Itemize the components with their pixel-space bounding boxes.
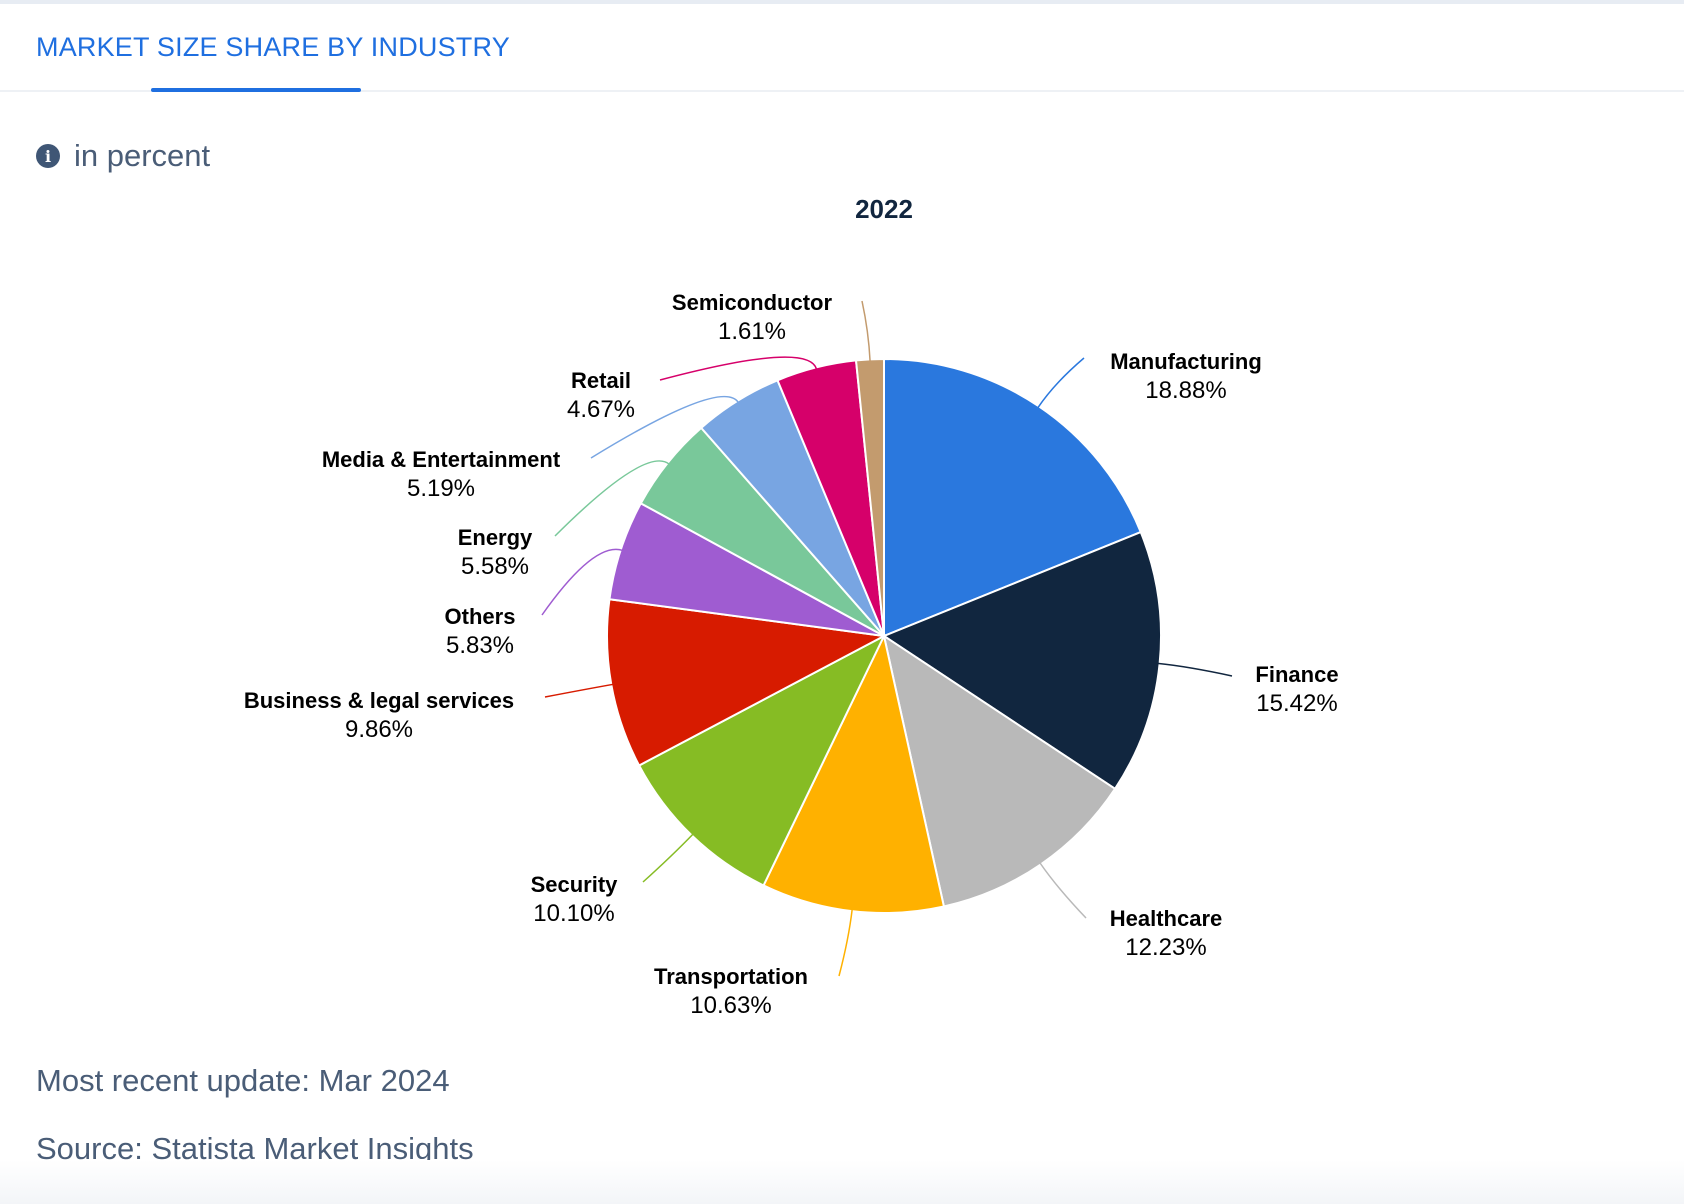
slice-value-label: 5.83% — [446, 632, 514, 659]
slice-category-label: Business & legal services — [244, 688, 514, 713]
slice-category-label: Semiconductor — [672, 290, 833, 315]
active-tab-indicator — [151, 88, 361, 92]
leader-line — [642, 833, 694, 883]
slice-category-label: Healthcare — [1110, 906, 1223, 931]
tab-market-size-share[interactable]: MARKET SIZE SHARE BY INDUSTRY — [36, 32, 510, 62]
pie-slices — [606, 357, 1162, 914]
update-note: Most recent update: Mar 2024 — [36, 1063, 450, 1098]
leader-line — [1037, 357, 1085, 409]
slice-value-label: 10.10% — [533, 900, 614, 927]
slice-labels: Manufacturing 18.88% Finance 15.42% Healthca… — [244, 290, 1339, 1019]
leader-line — [554, 460, 670, 537]
slice-category-label: Others — [445, 604, 516, 629]
slice-value-label: 1.61% — [718, 318, 786, 345]
bottom-fade — [0, 1160, 1684, 1204]
slice-category-label: Transportation — [654, 964, 808, 989]
slice-category-label: Manufacturing — [1110, 349, 1262, 374]
top-rule — [0, 0, 1684, 4]
unit-row: i in percent — [36, 138, 210, 174]
slice-value-label: 15.42% — [1256, 690, 1337, 717]
slice-category-label: Security — [531, 872, 619, 897]
leader-line — [1157, 662, 1233, 677]
leader-line — [541, 548, 623, 616]
slice-value-label: 18.88% — [1145, 377, 1226, 404]
leader-lines — [541, 300, 1233, 977]
slice-category-label: Retail — [571, 368, 631, 393]
leader-line — [544, 683, 614, 698]
slice-category-label: Media & Entertainment — [322, 447, 561, 472]
slice-value-label: 12.23% — [1125, 934, 1206, 961]
leader-line — [659, 356, 818, 381]
leader-line — [861, 300, 871, 362]
tab-bar: MARKET SIZE SHARE BY INDUSTRY — [0, 4, 1684, 92]
slice-value-label: 5.19% — [407, 475, 475, 502]
slice-category-label: Energy — [458, 525, 533, 550]
leader-line — [838, 909, 853, 977]
slice-value-label: 10.63% — [690, 992, 771, 1019]
slice-value-label: 5.58% — [461, 553, 529, 580]
leader-line — [1039, 862, 1087, 919]
chart-title: 2022 — [855, 194, 913, 224]
info-icon[interactable]: i — [36, 144, 60, 168]
slice-value-label: 9.86% — [345, 716, 413, 743]
slice-category-label: Finance — [1255, 662, 1338, 687]
leader-line — [590, 395, 740, 459]
unit-label: in percent — [74, 138, 211, 173]
slice-value-label: 4.67% — [567, 396, 635, 423]
